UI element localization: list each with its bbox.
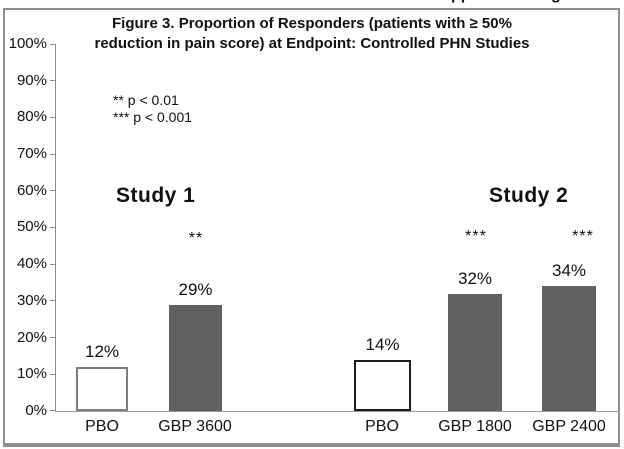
bar-group-gbp3600: 29%: [169, 280, 222, 411]
bar-value-label: 32%: [457, 268, 493, 288]
y-tick-mark: [50, 117, 55, 118]
bar-value-label: 14%: [365, 334, 400, 354]
y-tick-label: 30%: [16, 292, 47, 309]
x-axis-label-gbp3600: GBP 3600: [158, 418, 232, 435]
p-value-legend-line2: *** p < 0.001: [113, 109, 193, 125]
x-axis-label-gbp2400: GBP 2400: [532, 418, 606, 435]
significance-marker-gbp2400: ***: [572, 228, 594, 245]
y-tick-label: 50%: [16, 218, 47, 235]
y-tick-mark: [50, 190, 55, 191]
chart-title: Figure 3. Proportion of Responders (pati…: [77, 14, 547, 54]
bar-gbp3600: [169, 304, 222, 411]
y-tick-mark: [50, 337, 55, 338]
bar-pbo-study2: [354, 359, 411, 411]
bar-value-label: 34%: [551, 261, 587, 281]
bar-group-gbp1800: 32%: [448, 269, 502, 411]
y-tick-mark: [50, 227, 55, 228]
y-tick-label: 20%: [16, 329, 47, 346]
y-tick-label: 40%: [16, 255, 47, 272]
y-tick-mark: [50, 44, 55, 45]
x-axis-label-pbo-study2: PBO: [365, 418, 399, 435]
y-tick-mark: [50, 300, 55, 301]
y-tick-mark: [50, 374, 55, 375]
study-2-label: Study 2: [489, 184, 569, 207]
y-axis-line: [55, 44, 56, 411]
bar-gbp2400: [542, 286, 596, 411]
bar-group-pbo-study2: 14%: [354, 335, 411, 411]
study-1-label: Study 1: [116, 184, 196, 207]
y-tick-mark: [50, 80, 55, 81]
chart-title-line2: reduction in pain score) at Endpoint: Co…: [94, 35, 530, 52]
y-tick-label: 90%: [16, 72, 47, 89]
x-axis-label-gbp1800: GBP 1800: [438, 418, 512, 435]
y-tick-label: 80%: [16, 108, 47, 125]
bar-pbo-study1: [76, 366, 128, 411]
x-axis-line: [55, 411, 619, 412]
y-tick-label: 70%: [16, 145, 47, 162]
bar-gbp1800: [448, 293, 502, 411]
significance-marker-gbp3600: **: [188, 230, 204, 247]
cropped-text-fragment: g: [551, 0, 561, 4]
p-value-legend: ** p < 0.01 *** p < 0.001: [113, 92, 192, 126]
bar-group-gbp2400: 34%: [542, 261, 596, 411]
p-value-legend-line1: ** p < 0.01: [113, 92, 179, 108]
y-tick-mark: [50, 264, 55, 265]
y-tick-mark: [50, 154, 55, 155]
bar-value-label: 29%: [178, 279, 213, 299]
y-tick-mark: [50, 410, 55, 411]
y-tick-label: 10%: [16, 365, 47, 382]
y-tick-label: 60%: [16, 182, 47, 199]
y-tick-label: 100%: [8, 35, 47, 52]
bar-group-pbo-study1: 12%: [76, 342, 128, 411]
cropped-text-fragment: pp: [451, 0, 471, 4]
x-axis-label-pbo-study1: PBO: [85, 418, 119, 435]
cropped-text-fragment: pp g: [0, 0, 624, 7]
bar-value-label: 12%: [84, 341, 120, 361]
plot-area: 12% 29% 14% 32% 34%: [0, 44, 624, 411]
chart-title-line1: Figure 3. Proportion of Responders (pati…: [112, 15, 512, 32]
y-tick-label: 0%: [25, 402, 47, 419]
significance-marker-gbp1800: ***: [465, 228, 487, 245]
